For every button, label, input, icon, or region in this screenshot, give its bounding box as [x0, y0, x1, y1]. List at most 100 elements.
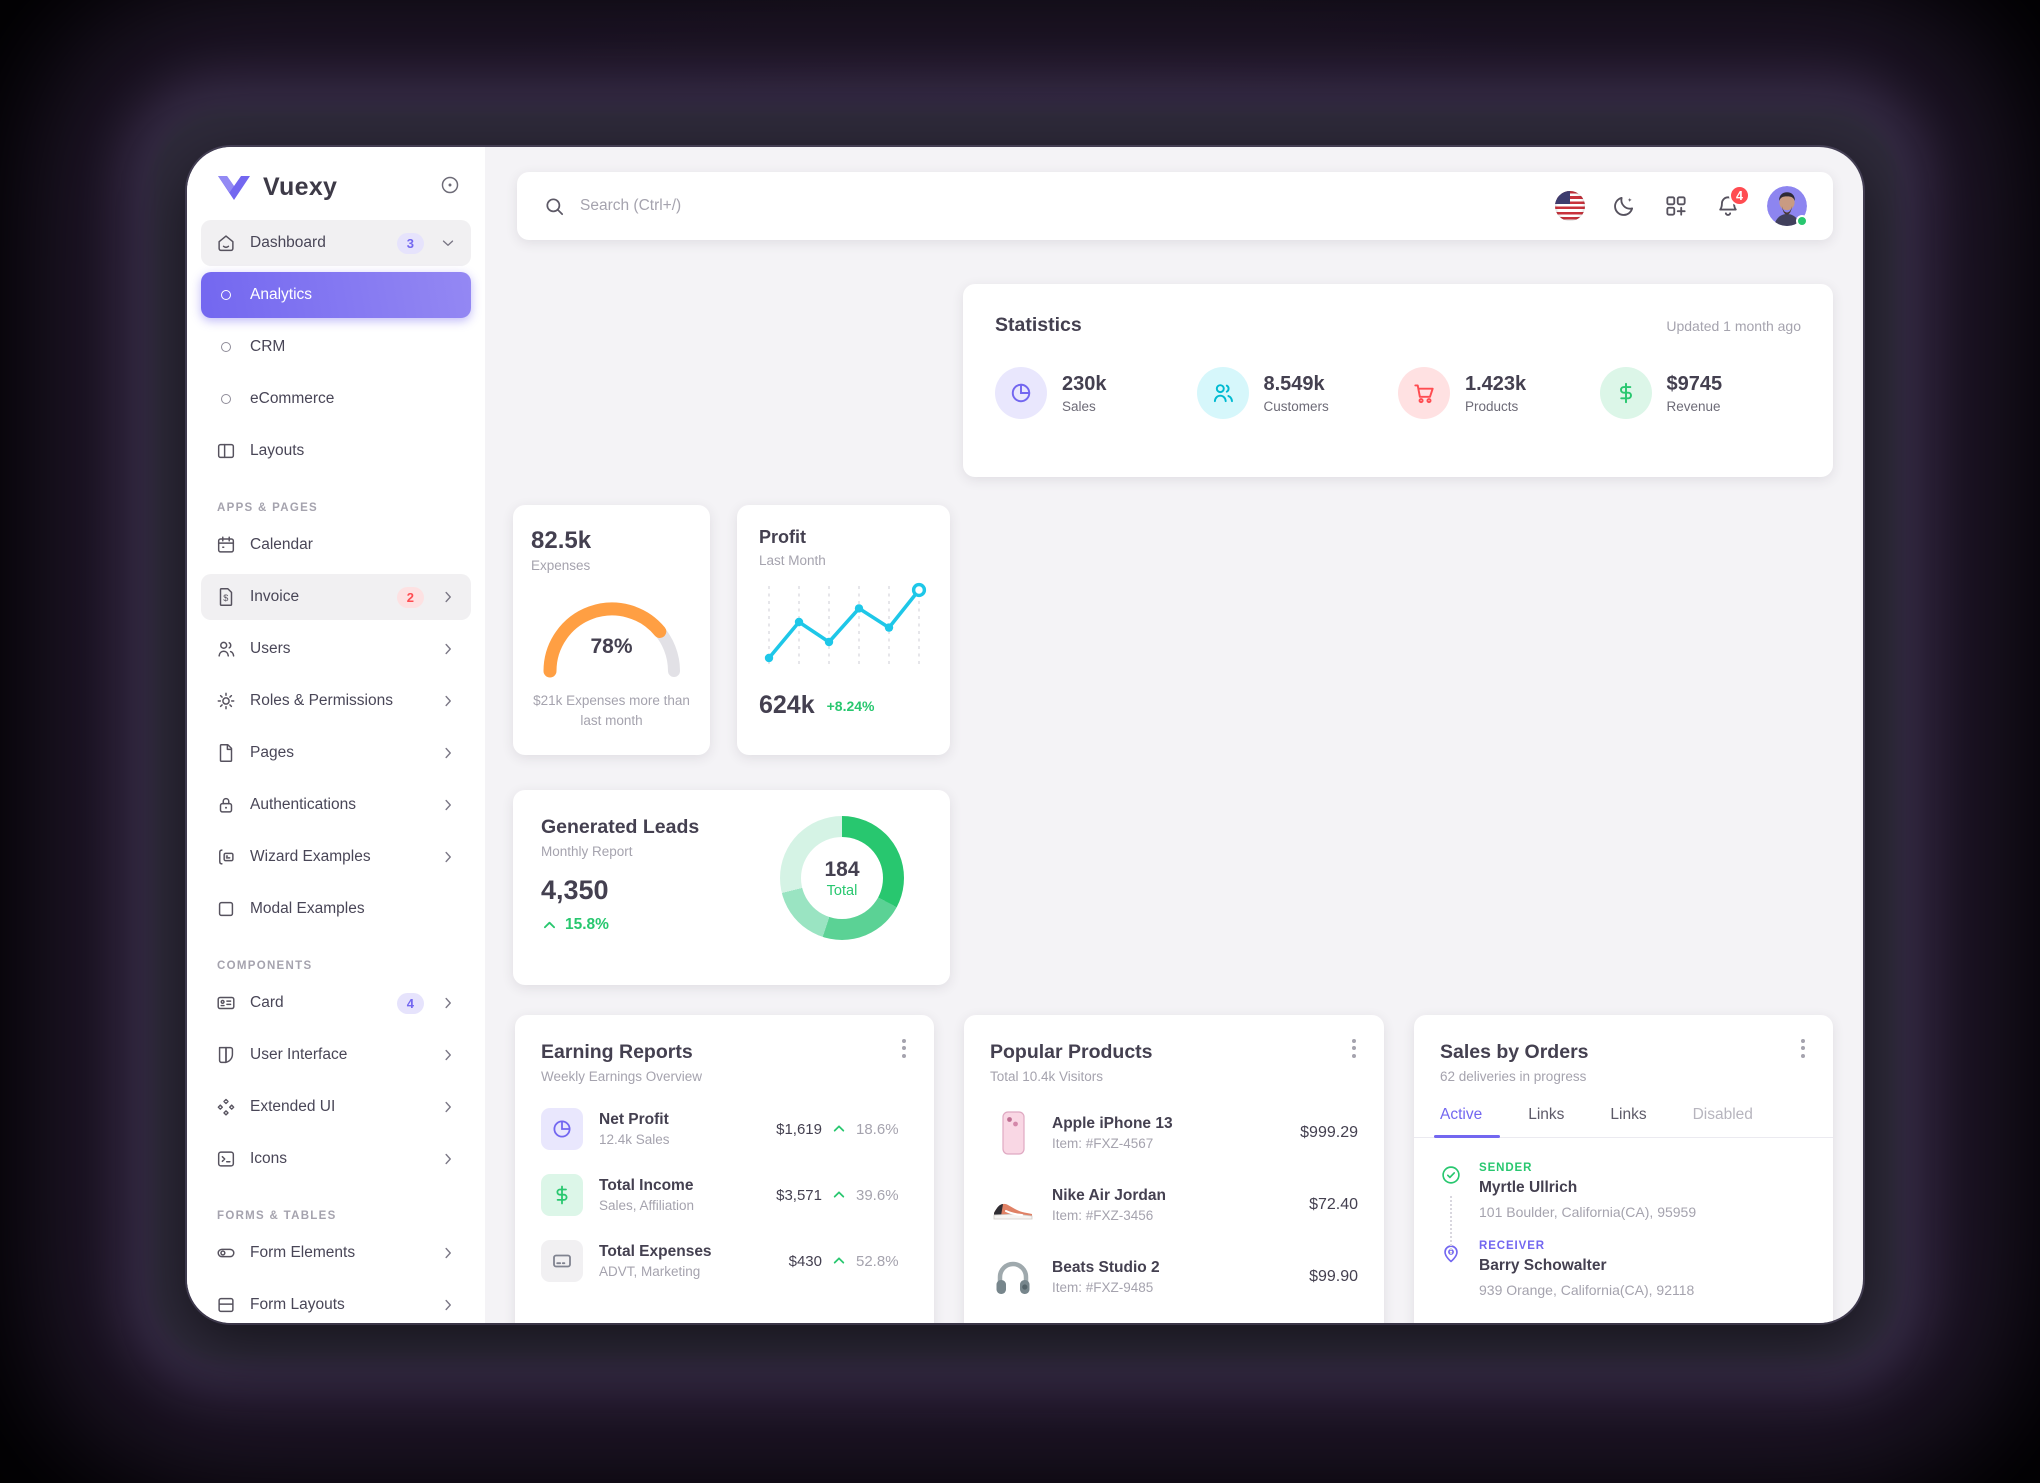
sidebar-item-label: Layouts: [250, 442, 305, 459]
sidebar-item-form-layouts[interactable]: Form Layouts: [201, 1282, 471, 1323]
earning-reports-card: Earning Reports Weekly Earnings Overview…: [515, 1015, 934, 1323]
sidebar-item-invoice[interactable]: $ Invoice 2: [201, 574, 471, 620]
sidebar-item-label: Modal Examples: [250, 900, 365, 917]
sidebar-item-label: Dashboard: [250, 234, 326, 251]
expenses-caption: $21k Expenses more than last month: [533, 693, 690, 728]
sidebar-item-crm[interactable]: CRM: [201, 324, 471, 370]
sidebar-item-calendar[interactable]: Calendar: [201, 522, 471, 568]
sidebar-item-user-interface[interactable]: User Interface: [201, 1032, 471, 1078]
profit-subtitle: Last Month: [759, 553, 826, 568]
sidebar-item-label: Card: [250, 994, 284, 1011]
sidebar-item-label: Analytics: [250, 286, 313, 303]
tab-links-1[interactable]: Links: [1528, 1106, 1565, 1123]
sidebar-item-ecommerce[interactable]: eCommerce: [201, 376, 471, 422]
popular-products-subtitle: Total 10.4k Visitors: [990, 1069, 1104, 1084]
brand: Vuexy: [187, 147, 485, 214]
sidebar-pin-icon[interactable]: [439, 174, 461, 201]
chevron-right-icon: [439, 1150, 457, 1168]
home-icon: [215, 232, 237, 254]
sidebar-item-label: User Interface: [250, 1046, 348, 1063]
sidebar-item-label: Form Layouts: [250, 1296, 345, 1313]
sales-by-orders-card: Sales by Orders 62 deliveries in progres…: [1414, 1015, 1833, 1323]
dashboard-screen: Vuexy Dashboard 3 Analytics CRM: [187, 147, 1863, 1323]
vuexy-logo-icon: [218, 175, 250, 200]
search: [543, 195, 1555, 218]
sidebar-item-extended-ui[interactable]: Extended UI: [201, 1084, 471, 1130]
stat-customers: 8.549k Customers: [1196, 367, 1399, 419]
sidebar-item-roles-permissions[interactable]: Roles & Permissions: [201, 678, 471, 724]
iphone-image: [990, 1110, 1036, 1156]
users-icon: [215, 638, 237, 660]
chevron-right-icon: [439, 1046, 457, 1064]
sidebar-item-pages[interactable]: Pages: [201, 730, 471, 776]
topbar: 4: [517, 172, 1833, 240]
sidebar-item-authentications[interactable]: Authentications: [201, 782, 471, 828]
sidebar-item-wizard-examples[interactable]: Wizard Examples: [201, 834, 471, 880]
notifications-bell-icon[interactable]: 4: [1715, 185, 1750, 219]
chevron-down-icon: [439, 234, 457, 252]
earning-row-percent: 18.6%: [856, 1120, 899, 1138]
sidebar-item-label: Authentications: [250, 796, 356, 813]
search-icon: [543, 195, 566, 218]
chevron-right-icon: [439, 588, 457, 606]
product-item: Item: #FXZ-9485: [1052, 1280, 1154, 1295]
sidebar-item-label: Extended UI: [250, 1098, 336, 1115]
sidebar-item-card[interactable]: Card 4: [201, 980, 471, 1026]
statistics-title: Statistics: [995, 314, 1082, 336]
sales-tabs: Active Links Links Disabled: [1414, 1106, 1833, 1138]
kebab-menu-icon[interactable]: [894, 1037, 914, 1059]
statistics-updated: Updated 1 month ago: [1666, 318, 1801, 334]
sidebar-item-analytics[interactable]: Analytics: [201, 272, 471, 318]
radio-circle-icon: [221, 342, 231, 352]
sidebar-item-label: Calendar: [250, 536, 313, 553]
tab-links-2[interactable]: Links: [1610, 1106, 1647, 1123]
product-row-headphones: Beats Studio 2 Item: #FXZ-9485 $99.90: [990, 1254, 1358, 1300]
stat-label: Customers: [1263, 398, 1329, 414]
dark-mode-moon-icon[interactable]: [1611, 193, 1637, 219]
chevron-right-icon: [439, 848, 457, 866]
sidebar-item-form-elements[interactable]: Form Elements: [201, 1230, 471, 1276]
stat-label: Products: [1465, 398, 1519, 414]
chevron-up-icon: [831, 1121, 847, 1137]
sidebar-item-dashboard[interactable]: Dashboard 3: [201, 220, 471, 266]
sidebar: Vuexy Dashboard 3 Analytics CRM: [187, 147, 485, 1323]
popular-products-title: Popular Products: [990, 1041, 1153, 1063]
expenses-gauge: 78%: [532, 587, 692, 679]
kebab-menu-icon[interactable]: [1793, 1037, 1813, 1059]
chevron-up-icon: [831, 1187, 847, 1203]
sidebar-item-modal-examples[interactable]: Modal Examples: [201, 886, 471, 932]
sidebar-item-label: Roles & Permissions: [250, 692, 393, 709]
sidebar-item-layouts[interactable]: Layouts: [201, 428, 471, 474]
language-flag-icon[interactable]: [1555, 191, 1585, 221]
kebab-menu-icon[interactable]: [1344, 1037, 1364, 1059]
stat-label: Sales: [1062, 398, 1096, 414]
avatar[interactable]: [1767, 186, 1808, 227]
leads-subtitle: Monthly Report: [541, 844, 633, 859]
earning-row-percent: 52.8%: [856, 1252, 899, 1270]
search-input[interactable]: [580, 197, 1000, 215]
product-name: Beats Studio 2: [1052, 1259, 1160, 1276]
svg-text:$: $: [223, 593, 228, 603]
chevron-right-icon: [439, 994, 457, 1012]
sidebar-item-icons[interactable]: Icons: [201, 1136, 471, 1182]
dollar-icon: [1599, 367, 1652, 419]
sidebar-item-users[interactable]: Users: [201, 626, 471, 672]
stat-value: $9745: [1666, 372, 1723, 395]
profit-value: 624k: [759, 691, 815, 719]
earning-row-title: Total Expenses: [599, 1243, 712, 1260]
earning-row-amount: $430: [788, 1252, 822, 1270]
profit-delta: +8.24%: [826, 697, 875, 714]
expenses-label: Expenses: [531, 558, 591, 573]
sender-label: SENDER: [1479, 1162, 1533, 1174]
terminal-icon: [215, 1148, 237, 1170]
product-item: Item: #FXZ-3456: [1052, 1208, 1154, 1223]
chevron-right-icon: [439, 640, 457, 658]
tab-disabled[interactable]: Disabled: [1692, 1106, 1753, 1123]
shortcuts-grid-icon[interactable]: [1663, 193, 1689, 219]
tab-active[interactable]: Active: [1433, 1106, 1501, 1138]
invoice-icon: $: [215, 586, 237, 608]
generated-leads-card: Generated Leads Monthly Report 4,350 15.…: [513, 790, 950, 985]
sidebar-item-label: Invoice: [250, 588, 300, 605]
id-card-icon: [215, 992, 237, 1014]
users-icon: [1196, 367, 1249, 419]
